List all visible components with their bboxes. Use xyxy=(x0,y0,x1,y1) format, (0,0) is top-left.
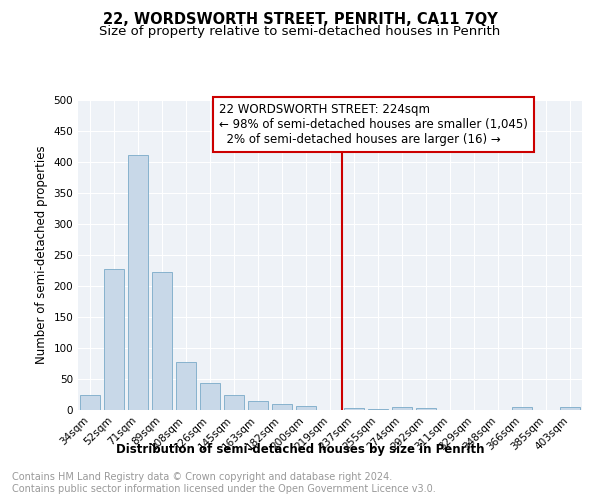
Text: 22 WORDSWORTH STREET: 224sqm
← 98% of semi-detached houses are smaller (1,045)
 : 22 WORDSWORTH STREET: 224sqm ← 98% of se… xyxy=(219,103,528,146)
Bar xyxy=(152,272,172,410)
Bar xyxy=(104,268,124,410)
Bar xyxy=(176,362,196,410)
Text: Distribution of semi-detached houses by size in Penrith: Distribution of semi-detached houses by … xyxy=(116,442,484,456)
Bar xyxy=(224,394,244,410)
Bar xyxy=(512,407,532,410)
Bar xyxy=(272,404,292,410)
Bar xyxy=(128,154,148,410)
Bar xyxy=(416,408,436,410)
Bar xyxy=(296,406,316,410)
Bar xyxy=(80,394,100,410)
Bar xyxy=(344,408,364,410)
Bar xyxy=(200,384,220,410)
Bar xyxy=(560,407,580,410)
Bar xyxy=(368,409,388,410)
Y-axis label: Number of semi-detached properties: Number of semi-detached properties xyxy=(35,146,48,364)
Text: Size of property relative to semi-detached houses in Penrith: Size of property relative to semi-detach… xyxy=(100,25,500,38)
Text: 22, WORDSWORTH STREET, PENRITH, CA11 7QY: 22, WORDSWORTH STREET, PENRITH, CA11 7QY xyxy=(103,12,497,28)
Text: Contains HM Land Registry data © Crown copyright and database right 2024.
Contai: Contains HM Land Registry data © Crown c… xyxy=(12,472,436,494)
Bar xyxy=(392,407,412,410)
Bar xyxy=(248,400,268,410)
